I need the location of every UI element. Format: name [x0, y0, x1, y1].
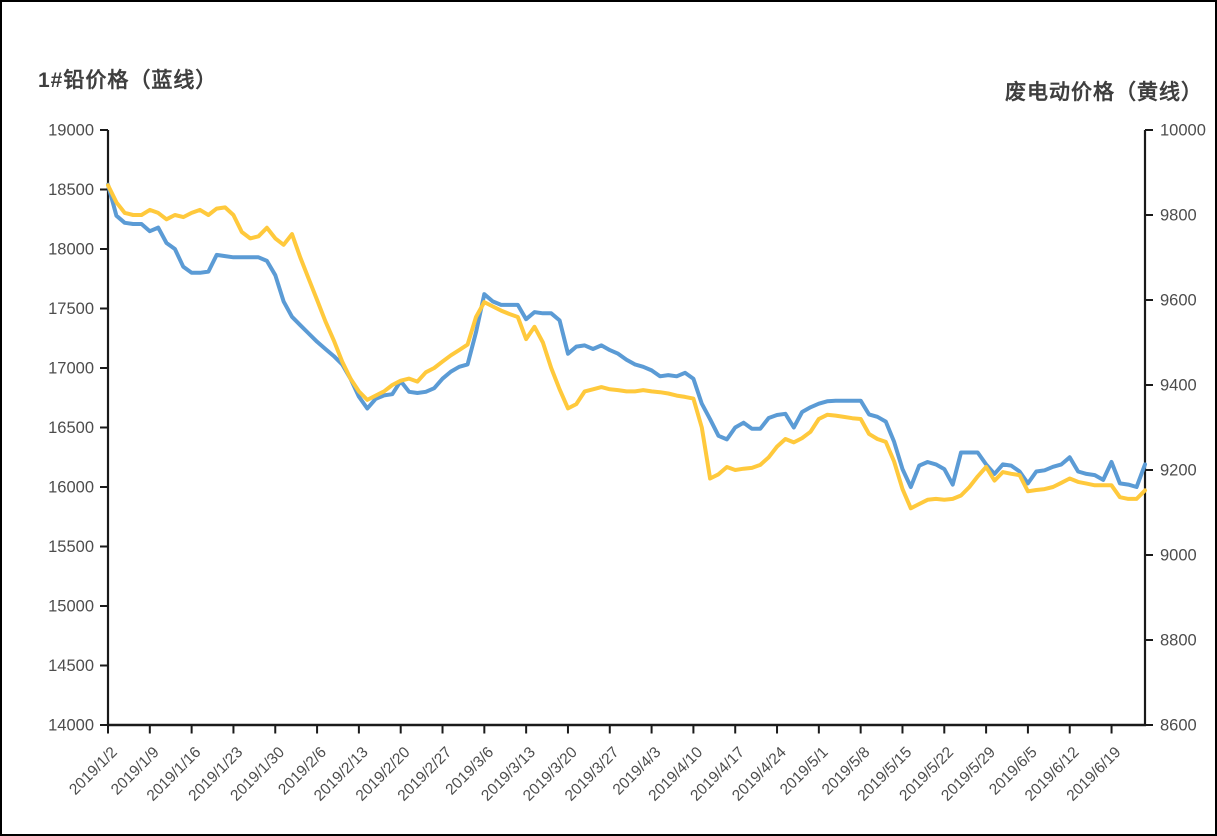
left-axis-tick-label: 17000 — [48, 360, 94, 378]
right-axis-tick-label: 9200 — [1160, 462, 1197, 480]
left-axis-tick-label: 18500 — [48, 181, 94, 199]
left-axis-tick-label: 14500 — [48, 657, 94, 675]
right-axis-title: 废电动价格（黄线） — [1005, 81, 1203, 104]
left-axis-tick-label: 18000 — [48, 241, 94, 259]
right-axis-tick-label: 8800 — [1160, 632, 1197, 650]
right-axis-tick-label: 9000 — [1160, 547, 1197, 565]
right-axis-tick-label: 10000 — [1160, 122, 1206, 140]
left-axis-tick-label: 16000 — [48, 479, 94, 497]
left-axis-tick-label: 17500 — [48, 300, 94, 318]
left-axis-title: 1#铅价格（蓝线） — [38, 69, 218, 92]
left-axis-tick-label: 15000 — [48, 598, 94, 616]
right-axis-tick-label: 9600 — [1160, 292, 1197, 310]
right-axis-tick-label: 9400 — [1160, 377, 1197, 395]
left-axis-tick-label: 16500 — [48, 419, 94, 437]
scrap-battery-price-yellow-line — [106, 183, 1147, 511]
left-axis-tick-label: 14000 — [48, 717, 94, 735]
left-axis-tick-label: 15500 — [48, 538, 94, 556]
right-axis-tick-label: 9800 — [1160, 207, 1197, 225]
left-axis-tick-label: 19000 — [48, 122, 94, 140]
right-axis-tick-label: 8600 — [1160, 717, 1197, 735]
lead-price-blue-line — [106, 182, 1147, 489]
